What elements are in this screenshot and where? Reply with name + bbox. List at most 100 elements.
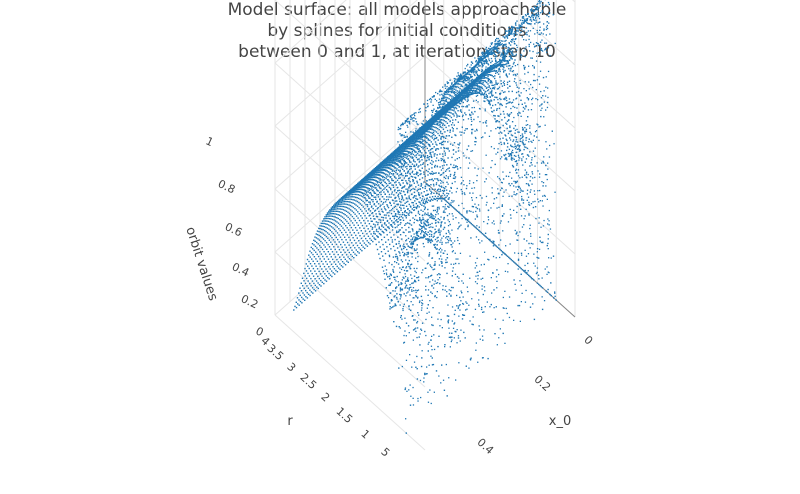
data-point [441,198,443,200]
data-point [540,285,542,288]
data-point [507,46,509,49]
data-point [460,329,462,331]
data-point [508,65,510,67]
data-point [451,339,453,341]
data-point [451,136,453,138]
data-point [400,162,402,164]
data-point [414,206,416,208]
data-point [417,166,419,168]
data-point [421,134,423,136]
data-point [423,146,425,148]
data-point [459,252,462,254]
data-point [438,249,440,251]
data-point [523,21,526,23]
data-point [444,113,447,116]
data-point [452,106,455,109]
data-point [469,92,472,94]
data-point [371,173,373,175]
data-point [325,280,328,282]
data-point [427,139,429,141]
data-point [411,282,413,285]
data-point [372,183,375,185]
data-point [362,206,364,208]
data-point [434,120,436,123]
data-point [495,80,497,82]
data-point [513,261,515,263]
data-point [404,185,406,187]
data-point [493,64,496,67]
data-point [423,144,425,146]
data-point [481,197,483,199]
data-point [405,172,407,174]
data-point [484,72,486,74]
data-point [363,235,365,237]
data-point [424,140,427,143]
data-point [540,32,543,34]
data-point [373,168,375,171]
data-point [514,143,516,145]
data-point [373,172,375,174]
data-point [372,174,374,176]
data-point [517,259,520,261]
data-point [425,289,427,291]
data-point [472,100,475,102]
data-point [353,188,355,190]
data-point [408,305,410,308]
data-point [404,143,406,145]
data-point [371,185,373,187]
data-point [408,159,411,162]
data-point [537,15,540,18]
data-point [394,158,397,160]
data-point [363,183,366,185]
data-point [392,184,394,186]
data-point [486,61,488,63]
data-point [496,207,498,209]
data-point [433,117,435,119]
data-point [382,180,385,182]
data-point [400,153,402,155]
data-point [427,193,430,195]
data-point [396,158,398,161]
data-point [416,180,418,182]
data-point [457,258,459,260]
data-point [381,239,383,241]
data-point [413,165,415,168]
data-point [398,251,400,253]
data-point [548,257,550,259]
data-point [398,149,400,151]
data-point [436,237,438,239]
data-point [424,224,427,226]
data-point [488,78,491,81]
data-point [385,241,387,243]
data-point [480,137,483,139]
data-point [459,142,461,144]
data-point [322,277,325,279]
data-point [308,267,310,270]
data-point [375,169,377,171]
data-point [409,185,411,187]
data-point [316,286,318,288]
data-point [437,189,439,191]
data-point [319,225,321,227]
data-point [387,226,390,228]
data-point [471,128,474,131]
data-point [512,53,514,55]
data-point [424,151,427,154]
data-point [435,172,437,174]
data-point [419,156,422,158]
data-point [455,209,457,211]
data-point [509,64,511,67]
data-point [533,67,535,69]
data-point [509,30,511,32]
data-point [445,147,448,150]
data-point [343,201,345,203]
data-point [409,219,411,222]
data-point [421,177,424,179]
data-point [362,212,365,215]
data-point [406,212,408,214]
data-point [369,178,371,181]
data-point [308,254,310,256]
data-point [382,231,384,233]
data-point [417,133,419,135]
data-point [424,157,426,159]
